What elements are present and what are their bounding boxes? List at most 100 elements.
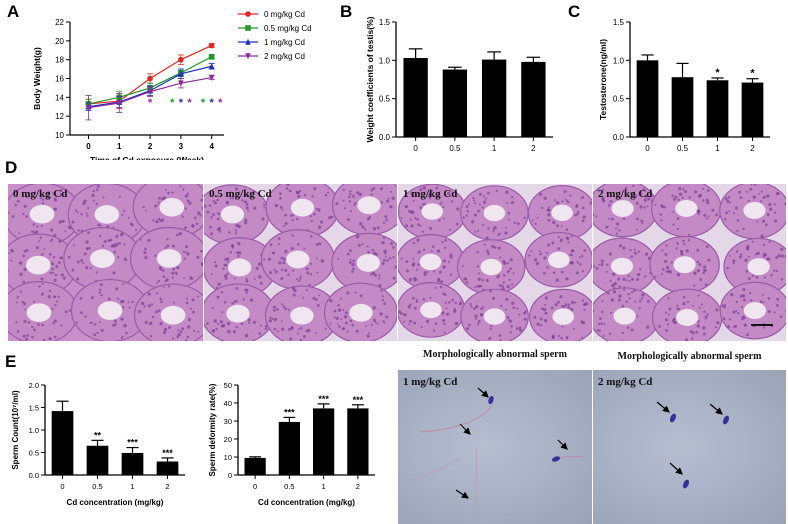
nucleus bbox=[157, 309, 161, 313]
data-point bbox=[147, 88, 153, 95]
nucleus bbox=[739, 253, 743, 256]
nucleus bbox=[676, 227, 680, 230]
nucleus bbox=[296, 332, 299, 335]
significance-marker: * bbox=[170, 97, 175, 109]
nucleus bbox=[766, 257, 770, 261]
nucleus bbox=[466, 327, 470, 331]
data-point bbox=[208, 42, 215, 49]
nucleus bbox=[732, 259, 736, 263]
nucleus bbox=[629, 249, 632, 252]
nucleus bbox=[506, 285, 510, 289]
nucleus bbox=[626, 326, 630, 330]
arrow-icon bbox=[477, 387, 489, 398]
nucleus bbox=[186, 252, 190, 256]
nucleus bbox=[59, 192, 63, 196]
nucleus bbox=[125, 331, 128, 335]
nucleus bbox=[23, 267, 27, 272]
nucleus bbox=[147, 304, 151, 308]
lumen bbox=[290, 306, 314, 325]
nucleus bbox=[762, 220, 766, 223]
nucleus bbox=[421, 230, 424, 233]
nucleus bbox=[48, 337, 52, 341]
nucleus bbox=[91, 296, 95, 300]
nucleus bbox=[692, 331, 695, 335]
nucleus bbox=[93, 323, 97, 326]
nucleus bbox=[100, 328, 104, 333]
nucleus bbox=[171, 271, 175, 275]
nucleus bbox=[199, 214, 202, 217]
nucleus bbox=[512, 306, 516, 309]
nucleus bbox=[290, 246, 294, 251]
nucleus bbox=[200, 250, 203, 253]
nucleus bbox=[442, 292, 446, 296]
nucleus bbox=[502, 274, 506, 277]
nucleus bbox=[313, 187, 317, 191]
nucleus bbox=[22, 212, 25, 216]
nucleus bbox=[462, 216, 465, 219]
bar bbox=[244, 457, 266, 475]
nucleus bbox=[41, 323, 45, 327]
nucleus bbox=[197, 330, 200, 333]
nucleus bbox=[279, 196, 282, 200]
nucleus bbox=[274, 270, 278, 274]
nucleus bbox=[442, 205, 445, 209]
nucleus bbox=[159, 268, 163, 271]
nucleus bbox=[408, 323, 411, 326]
nucleus bbox=[206, 322, 209, 325]
nucleus bbox=[600, 259, 604, 263]
nucleus bbox=[643, 206, 646, 209]
arrow-icon bbox=[459, 423, 471, 435]
nucleus bbox=[570, 307, 574, 312]
nucleus bbox=[724, 196, 728, 200]
nucleus bbox=[600, 322, 604, 325]
nucleus bbox=[412, 199, 415, 202]
nucleus bbox=[99, 234, 102, 238]
nucleus bbox=[54, 335, 57, 339]
nucleus bbox=[235, 287, 239, 290]
nucleus bbox=[358, 192, 362, 197]
nucleus bbox=[95, 202, 99, 206]
nucleus bbox=[541, 307, 544, 311]
nucleus bbox=[155, 292, 158, 295]
nucleus bbox=[16, 199, 20, 203]
nucleus bbox=[630, 277, 634, 281]
nucleus bbox=[61, 219, 65, 223]
nucleus bbox=[346, 330, 349, 333]
nucleus bbox=[459, 302, 463, 306]
nucleus bbox=[696, 260, 700, 264]
nucleus bbox=[554, 303, 558, 307]
nucleus bbox=[295, 190, 299, 194]
nucleus bbox=[144, 320, 148, 324]
nucleus bbox=[763, 326, 766, 329]
nucleus bbox=[560, 336, 563, 340]
nucleus bbox=[697, 210, 701, 213]
nucleus bbox=[383, 302, 386, 306]
nucleus bbox=[209, 232, 213, 236]
nucleus bbox=[732, 325, 735, 328]
nucleus bbox=[573, 327, 575, 330]
nucleus bbox=[608, 332, 612, 335]
nucleus bbox=[698, 262, 702, 266]
nucleus bbox=[773, 311, 776, 314]
nucleus bbox=[622, 277, 626, 281]
nucleus bbox=[244, 333, 249, 338]
nucleus bbox=[557, 247, 561, 251]
nucleus bbox=[297, 328, 300, 331]
nucleus bbox=[430, 250, 433, 253]
x-tick-label: 3 bbox=[179, 142, 184, 151]
nucleus bbox=[185, 245, 188, 249]
nucleus bbox=[434, 286, 437, 289]
nucleus bbox=[93, 199, 96, 202]
nucleus bbox=[328, 216, 332, 220]
nucleus bbox=[643, 198, 648, 202]
nucleus bbox=[41, 253, 44, 256]
nucleus bbox=[723, 217, 727, 221]
nucleus bbox=[56, 300, 59, 303]
nucleus bbox=[186, 192, 189, 195]
data-point bbox=[178, 70, 184, 77]
nucleus bbox=[593, 309, 595, 312]
nucleus bbox=[622, 217, 626, 220]
nucleus bbox=[381, 261, 385, 266]
nucleus bbox=[704, 283, 708, 287]
nucleus bbox=[179, 185, 182, 188]
